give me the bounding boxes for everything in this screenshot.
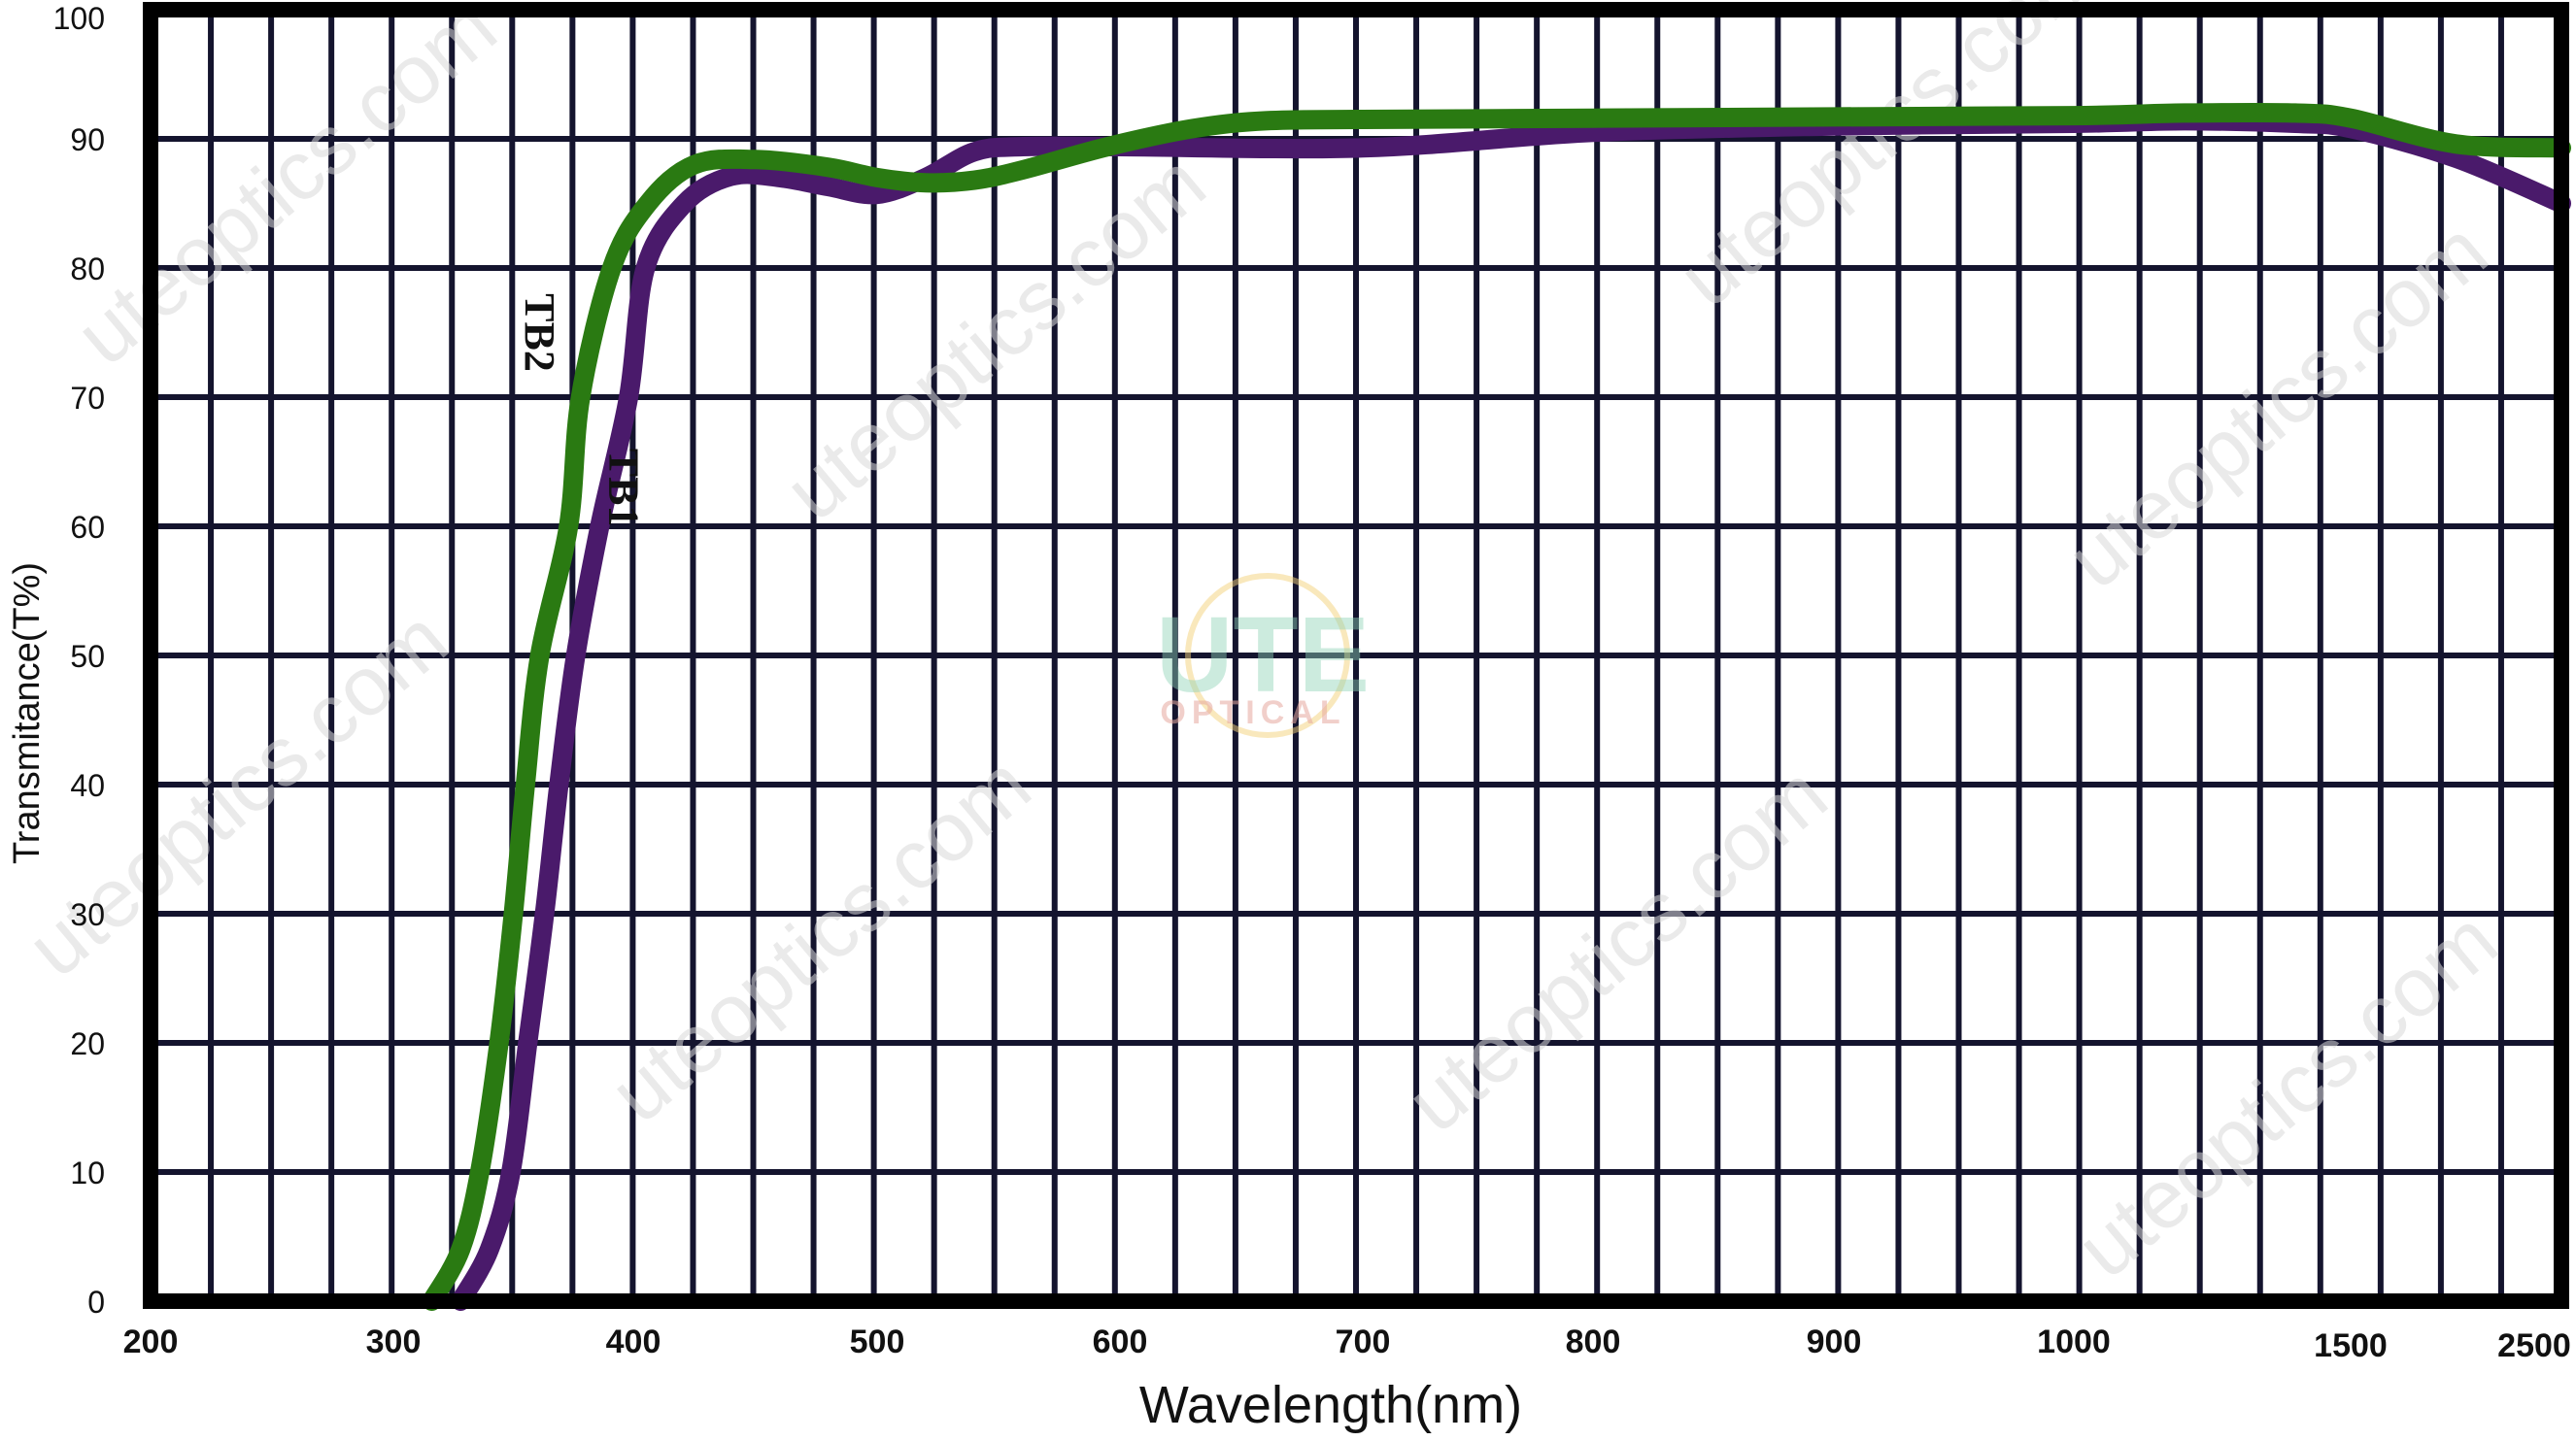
plot-frame — [143, 2, 2569, 1309]
x-axis-title: Wavelength(nm) — [1139, 1376, 1522, 1434]
series-line-tb2 — [422, 102, 2571, 1311]
y-tick-label: 60 — [70, 510, 105, 545]
y-tick-label: 80 — [70, 251, 105, 286]
x-tick-label: 300 — [366, 1324, 422, 1360]
series-curves — [422, 102, 2571, 1311]
curve-label-tb1: TB1 — [599, 449, 647, 527]
x-tick-label: 1000 — [2037, 1324, 2111, 1360]
x-tick-label: 500 — [850, 1324, 905, 1360]
x-tick-label: 200 — [123, 1324, 179, 1360]
y-tick-label: 70 — [70, 381, 105, 416]
watermark-text: uteoptics.com — [59, 0, 514, 384]
x-tick-label: 1500 — [2314, 1327, 2388, 1364]
logo-text: UTE — [1156, 595, 1370, 715]
x-axis-ticks: 200 300 400 500 600 700 800 900 1000 1500 2500 — [123, 1324, 2571, 1364]
y-tick-label: 100 — [53, 1, 105, 36]
y-tick-label: 20 — [70, 1026, 105, 1061]
y-tick-label: 50 — [70, 639, 105, 674]
y-axis-ticks: 0 10 20 30 40 50 60 70 80 90 100 — [53, 1, 105, 1320]
x-tick-label: 900 — [1807, 1324, 1862, 1360]
y-tick-label: 40 — [70, 768, 105, 803]
curve-label-tb2: TB2 — [516, 293, 563, 372]
y-tick-label: 0 — [87, 1285, 105, 1320]
watermark-text: uteoptics.com — [593, 738, 1048, 1141]
y-tick-label: 90 — [70, 122, 105, 157]
ute-logo-watermark: UTE OPTICAL — [1156, 573, 1370, 738]
x-tick-label: 800 — [1566, 1324, 1621, 1360]
logo-ring-icon — [1185, 573, 1350, 738]
y-axis-title: Transmitance(T%) — [7, 562, 48, 864]
watermark-text: uteoptics.com — [2051, 204, 2505, 607]
watermark-text: uteoptics.com — [1662, 0, 2117, 325]
x-tick-label: 400 — [606, 1324, 661, 1360]
logo-subtext: OPTICAL — [1160, 694, 1345, 731]
x-tick-label: 600 — [1093, 1324, 1148, 1360]
curve-labels: TB2 TB1 — [516, 293, 647, 526]
x-tick-label: 2500 — [2497, 1327, 2571, 1364]
grid-lines — [151, 10, 2561, 1301]
watermark-text: uteoptics.com — [2060, 893, 2515, 1296]
y-tick-label: 30 — [70, 897, 105, 932]
x-tick-label: 700 — [1336, 1324, 1391, 1360]
y-tick-label: 10 — [70, 1156, 105, 1190]
